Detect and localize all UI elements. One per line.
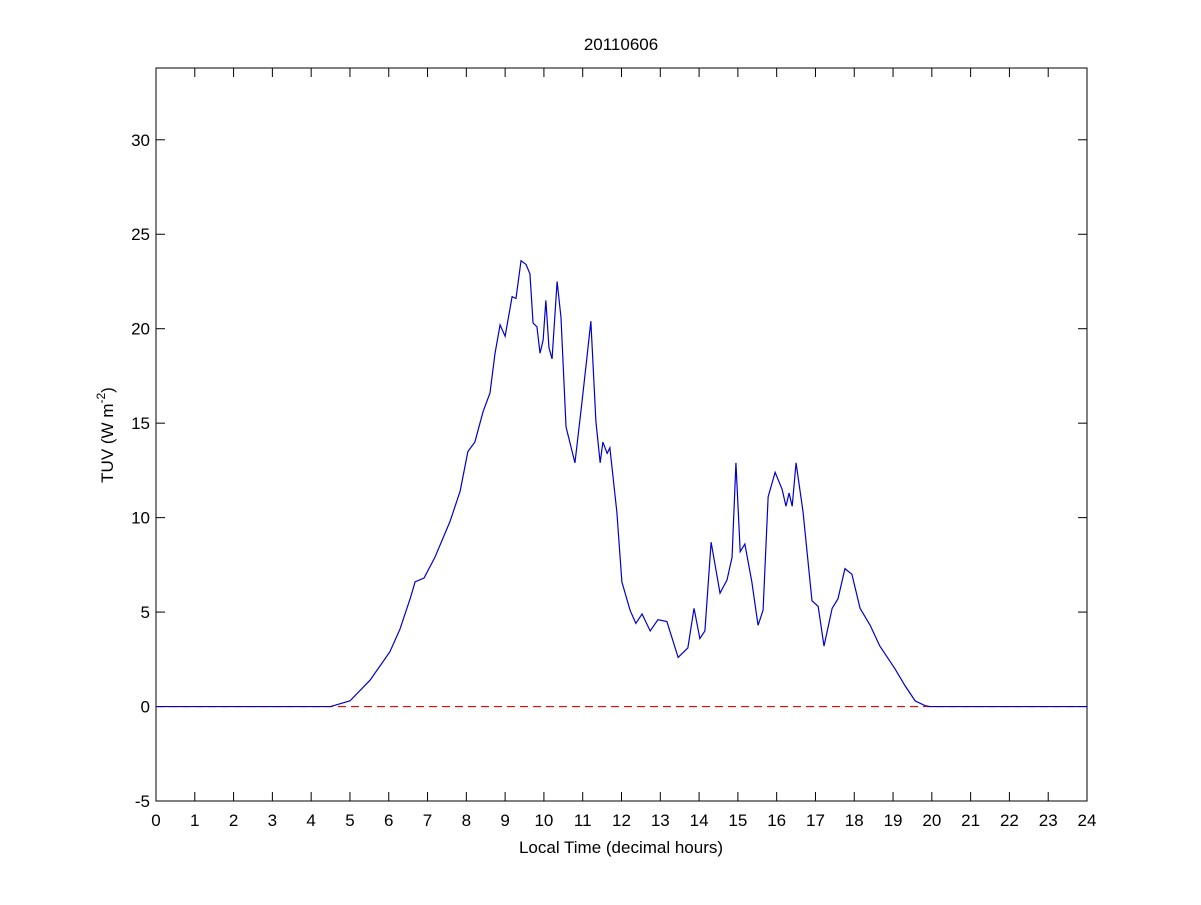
x-tick-label: 3 (268, 811, 277, 830)
x-axis-label: Local Time (decimal hours) (519, 838, 723, 857)
x-tick-label: 13 (651, 811, 670, 830)
y-tick-label: 30 (131, 131, 150, 150)
x-tick-label: 21 (961, 811, 980, 830)
y-axis-label-suffix: ) (98, 387, 117, 393)
y-axis-label: TUV (W m-2) (94, 387, 117, 483)
x-tick-label: 0 (151, 811, 160, 830)
x-tick-label: 23 (1039, 811, 1058, 830)
x-tick-label: 10 (534, 811, 553, 830)
x-tick-label: 24 (1078, 811, 1097, 830)
series-line (156, 259, 1087, 708)
y-tick-label: 20 (131, 320, 150, 339)
y-tick-label: 10 (131, 509, 150, 528)
x-tick-label: 2 (229, 811, 238, 830)
x-tick-label: 4 (306, 811, 315, 830)
y-axis-label-text: TUV (W m (98, 404, 117, 483)
x-tick-label: 14 (690, 811, 709, 830)
x-tick-label: 22 (1000, 811, 1019, 830)
chart-title: 20110606 (584, 35, 658, 54)
y-tick-label: -5 (135, 792, 150, 811)
x-tick-label: 19 (884, 811, 903, 830)
x-tick-label: 18 (845, 811, 864, 830)
y-axis-label-sup: -2 (94, 393, 108, 404)
x-tick-label: 1 (190, 811, 199, 830)
x-tick-label: 12 (612, 811, 631, 830)
x-tick-label: 8 (462, 811, 471, 830)
x-tick-label: 16 (767, 811, 786, 830)
x-tick-label: 17 (806, 811, 825, 830)
x-tick-label: 9 (500, 811, 509, 830)
x-tick-label: 5 (345, 811, 354, 830)
x-tick-label: 6 (384, 811, 393, 830)
x-tick-label: 15 (728, 811, 747, 830)
y-tick-label: 0 (141, 698, 150, 717)
y-tick-label: 15 (131, 414, 150, 433)
x-tick-label: 7 (423, 811, 432, 830)
x-tick-label: 20 (922, 811, 941, 830)
y-tick-label: 5 (141, 603, 150, 622)
x-tick-label: 11 (574, 811, 592, 830)
y-tick-label: 25 (131, 225, 150, 244)
